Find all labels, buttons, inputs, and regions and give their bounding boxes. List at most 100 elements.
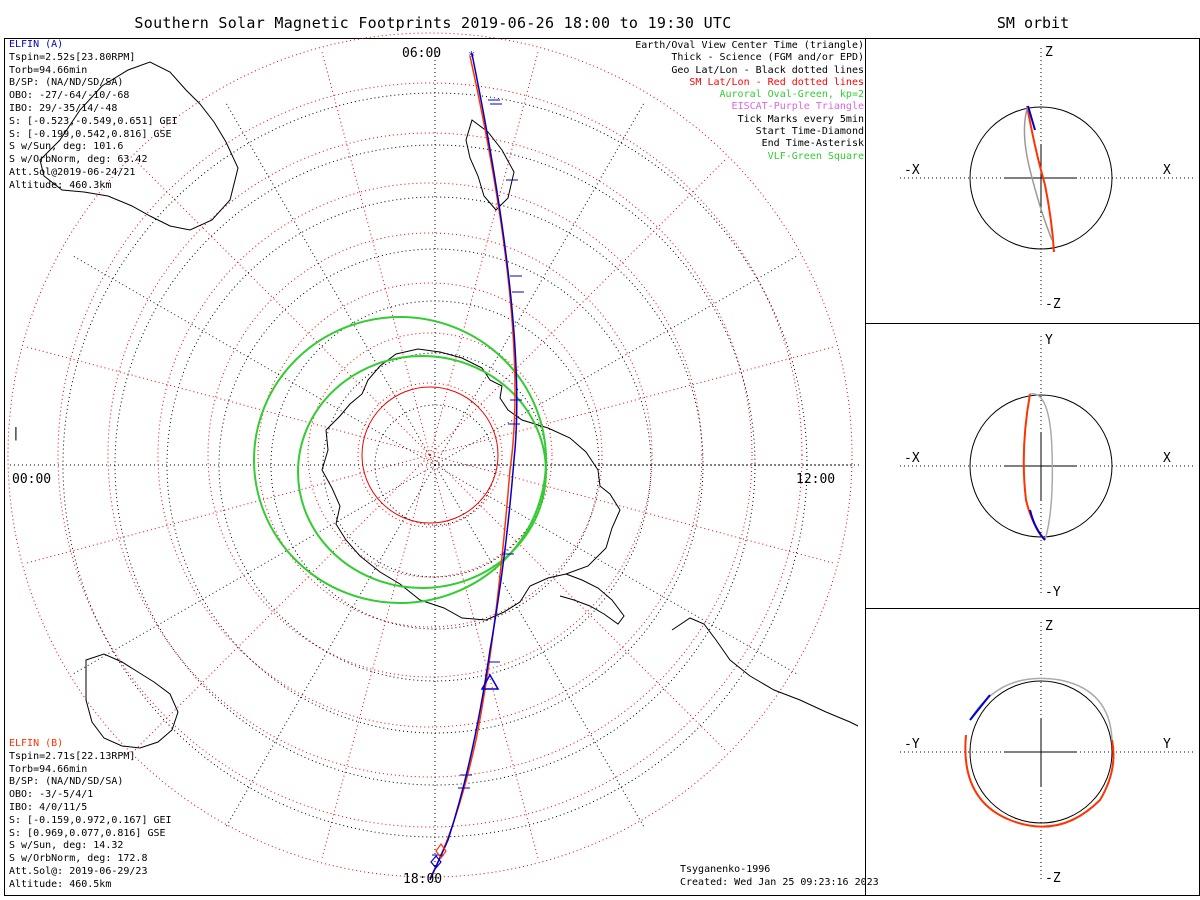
sm-meridian xyxy=(132,157,431,456)
elfin-b-line: OBO: -3/-5/4/1 xyxy=(9,789,94,801)
orbit-label-left: -X xyxy=(904,163,920,178)
map-grid xyxy=(7,32,860,885)
orbit-label-right: Y xyxy=(1163,737,1171,752)
elfin-b-line: S: [0.969,0.077,0.816] GSE xyxy=(9,827,166,839)
time-label-top: 06:00 xyxy=(402,46,441,61)
sm-lat-circle xyxy=(357,382,503,528)
orbit-label-right: X xyxy=(1163,451,1171,466)
elfin-b-orbit xyxy=(1022,393,1046,541)
geo-meridian xyxy=(224,101,436,466)
elfin-a-end-asterisk: * xyxy=(468,49,475,63)
elfin-a-orbit xyxy=(1029,393,1054,541)
elfin-a-line: Att.Sol@2019-06-24/21 xyxy=(9,166,136,178)
elfin-b-info: ELFIN (B) Tspin=2.71s[22.13RPM] Torb=94.6… xyxy=(9,738,172,892)
legend-item: Tick Marks every 5min xyxy=(737,113,864,125)
legend-item: VLF-Green Square xyxy=(767,150,864,162)
elfin-a-line: Altitude: 460.3km xyxy=(9,179,112,191)
legend: Earth/Oval View Center Time (triangle) Th… xyxy=(635,40,864,163)
elfin-a-info: ELFIN (A) Tspin=2.52s[23.80RPM] Torb=94.6… xyxy=(9,39,178,193)
geo-meridian xyxy=(434,101,646,466)
elfin-a-line: Tspin=2.52s[23.80RPM] xyxy=(9,51,136,63)
elfin-a-line: OBO: -27/-64/-10/-68 xyxy=(9,90,130,102)
orbit-label-top: Y xyxy=(1045,333,1053,348)
south-america-coastline xyxy=(671,617,859,727)
track-ticks xyxy=(432,99,524,856)
legend-item: Thick - Science (FGM and/or EPD) xyxy=(671,52,864,64)
orbit-label-bottom: -Z xyxy=(1045,871,1061,886)
sm-meridian xyxy=(429,454,836,565)
sm-lat-circle xyxy=(257,282,603,628)
elfin-b-line: B/SP: (NA/ND/SD/SA) xyxy=(9,776,124,788)
elfin-a-line: S: [-0.523,-0.549,0.651] GEI xyxy=(9,115,178,127)
elfin-a-line: S w/OrbNorm, deg: 63.42 xyxy=(9,154,148,166)
elfin-a-parameters: Tspin=2.52s[23.80RPM] Torb=94.66min B/SP: … xyxy=(9,52,178,193)
legend-item: Start Time-Diamond xyxy=(755,126,864,138)
orbit-label-right: X xyxy=(1163,163,1171,178)
elfin-a-line: S w/Sun, deg: 101.6 xyxy=(9,141,124,153)
sm-lat-circle xyxy=(7,32,853,878)
time-label-right: 12:00 xyxy=(796,472,835,487)
elfin-a-line: Torb=94.66min xyxy=(9,64,88,76)
orbit-label-top: Z xyxy=(1045,45,1053,60)
time-label-bottom: 18:00 xyxy=(403,872,442,887)
orbit-label-left: -X xyxy=(904,451,920,466)
time-label-left: 00:00 xyxy=(12,472,51,487)
sm-meridian xyxy=(132,454,431,753)
legend-item: EISCAT-Purple Triangle xyxy=(731,101,864,113)
orbit-panel-xz: Z -Z -X X xyxy=(900,45,1195,312)
sm-lat-circle xyxy=(107,132,753,778)
elfin-a-science xyxy=(1029,509,1046,541)
geo-meridian xyxy=(224,464,436,829)
legend-item: End Time-Asterisk xyxy=(761,138,864,150)
sm-meridian xyxy=(429,49,540,456)
sm-meridian xyxy=(320,49,431,456)
elfin-b-name: ELFIN (B) xyxy=(9,738,64,749)
sm-lat-circle xyxy=(307,332,553,578)
elfin-a-orbit xyxy=(1023,105,1053,241)
sm-meridian xyxy=(24,454,431,565)
sm-meridian xyxy=(429,454,728,753)
elfin-b-line: Att.Sol@: 2019-06-29/23 xyxy=(9,865,148,877)
earth-circle xyxy=(969,394,1113,538)
elfin-a-track xyxy=(429,53,518,881)
sm-pole-circle xyxy=(361,386,499,524)
elfin-a-line: S: [-0.199,0.542,0.816] GSE xyxy=(9,128,172,140)
elfin-a-line: IBO: 29/-35/14/-48 xyxy=(9,102,118,114)
peninsula-coastline xyxy=(559,573,625,625)
elfin-b-parameters: Tspin=2.71s[22.13RPM] Torb=94.66min B/SP: … xyxy=(9,751,172,892)
orbit-panel-yz: Z -Z -Y Y xyxy=(900,619,1195,886)
auroral-oval-inner xyxy=(297,355,547,589)
sm-meridian xyxy=(429,454,540,861)
map-title: Southern Solar Magnetic Footprints 2019-… xyxy=(134,14,732,32)
elfin-b-start-diamond xyxy=(435,842,447,860)
legend-item: SM Lat/Lon - Red dotted lines xyxy=(689,76,864,88)
orbit-label-left: -Y xyxy=(904,737,920,752)
australia-coastline xyxy=(39,61,239,231)
geo-meridian xyxy=(71,464,436,676)
geo-meridian xyxy=(434,254,799,466)
elfin-b-line: Tspin=2.71s[22.13RPM] xyxy=(9,750,136,762)
orbit-title: SM orbit xyxy=(996,14,1070,32)
sm-lat-circle xyxy=(57,82,803,828)
elfin-a-science xyxy=(1027,105,1036,131)
elfin-a-name: ELFIN (A) xyxy=(9,39,64,50)
orbit-panels: Z -Z -X X Y -Y -X X Z -Z -Y Y xyxy=(900,45,1195,886)
elfin-b-line: Altitude: 460.5km xyxy=(9,878,112,890)
elfin-b-line: S: [-0.159,0.972,0.167] GEI xyxy=(9,814,172,826)
sm-lat-circle xyxy=(157,182,703,728)
sm-meridian xyxy=(429,345,836,456)
left-marker: | xyxy=(12,426,20,441)
legend-item: Earth/Oval View Center Time (triangle) xyxy=(635,40,864,51)
elfin-a-science xyxy=(969,694,991,721)
sm-lat-circle xyxy=(207,232,653,678)
elfin-b-orbit xyxy=(964,734,1115,828)
orbit-panel-xy: Y -Y -X X xyxy=(900,333,1195,600)
new-zealand-coastline xyxy=(465,119,515,211)
sm-meridian xyxy=(429,157,728,456)
sm-meridian xyxy=(24,345,431,456)
geo-meridian xyxy=(71,254,436,466)
orbit-label-top: Z xyxy=(1045,619,1053,634)
earth-circle xyxy=(969,106,1113,250)
africa-coastline xyxy=(85,653,179,749)
elfin-b-line: IBO: 4/0/11/5 xyxy=(9,801,88,813)
